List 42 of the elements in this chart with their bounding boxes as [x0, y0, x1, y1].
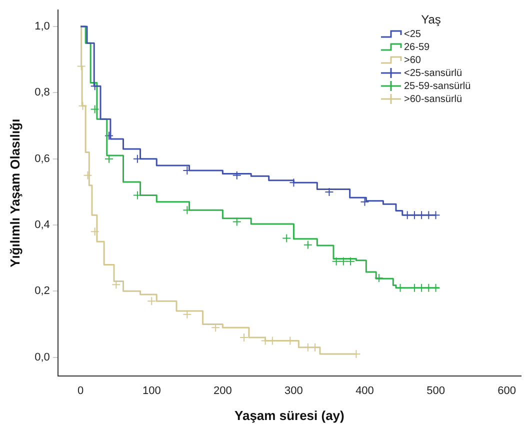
y-tick-label: 0,0 — [34, 351, 50, 364]
point — [90, 104, 100, 114]
x-tick-label: 200 — [214, 384, 232, 397]
legend-label: >60-sansürlü — [404, 94, 462, 105]
point — [132, 154, 142, 164]
point — [147, 296, 156, 306]
point — [232, 217, 242, 226]
legend-label: 25-59-sansürlü — [404, 80, 471, 92]
x-tick-label: 600 — [498, 384, 516, 397]
legend-label: <25 — [404, 28, 422, 40]
point — [360, 197, 370, 206]
legend-label: >60 — [404, 54, 422, 66]
x-tick-label: 100 — [142, 384, 161, 397]
point — [78, 101, 88, 110]
x-axis-title: Yaşam süresi (ay) — [234, 408, 344, 423]
legend-label: 26-59 — [404, 42, 430, 53]
y-tick-label: 0,6 — [34, 152, 50, 165]
point — [83, 170, 92, 180]
x-tick-label: 500 — [426, 384, 445, 397]
x-tick-label: 400 — [356, 384, 374, 397]
point — [104, 131, 114, 140]
point — [282, 234, 292, 243]
point — [182, 310, 192, 319]
point — [232, 170, 242, 180]
point — [338, 256, 348, 266]
x-tick-label: 0 — [78, 384, 84, 397]
y-tick-label: 0,4 — [34, 219, 50, 232]
point — [104, 154, 114, 164]
y-tick-label: 0,2 — [34, 285, 50, 298]
point — [239, 332, 248, 342]
point — [346, 256, 356, 266]
point — [303, 240, 312, 250]
point — [324, 187, 334, 196]
y-tick-label: 1,0 — [34, 20, 50, 33]
point — [90, 227, 100, 236]
legend-title: Yaş — [421, 12, 441, 26]
legend-label: <25-sansürlü — [404, 68, 462, 79]
y-axis-title: Yığılımlı Yaşam Olasılığı — [7, 118, 22, 268]
point — [374, 273, 384, 282]
x-tick-label: 300 — [284, 384, 303, 397]
point — [332, 256, 341, 266]
y-tick-label: 0,8 — [34, 86, 50, 99]
